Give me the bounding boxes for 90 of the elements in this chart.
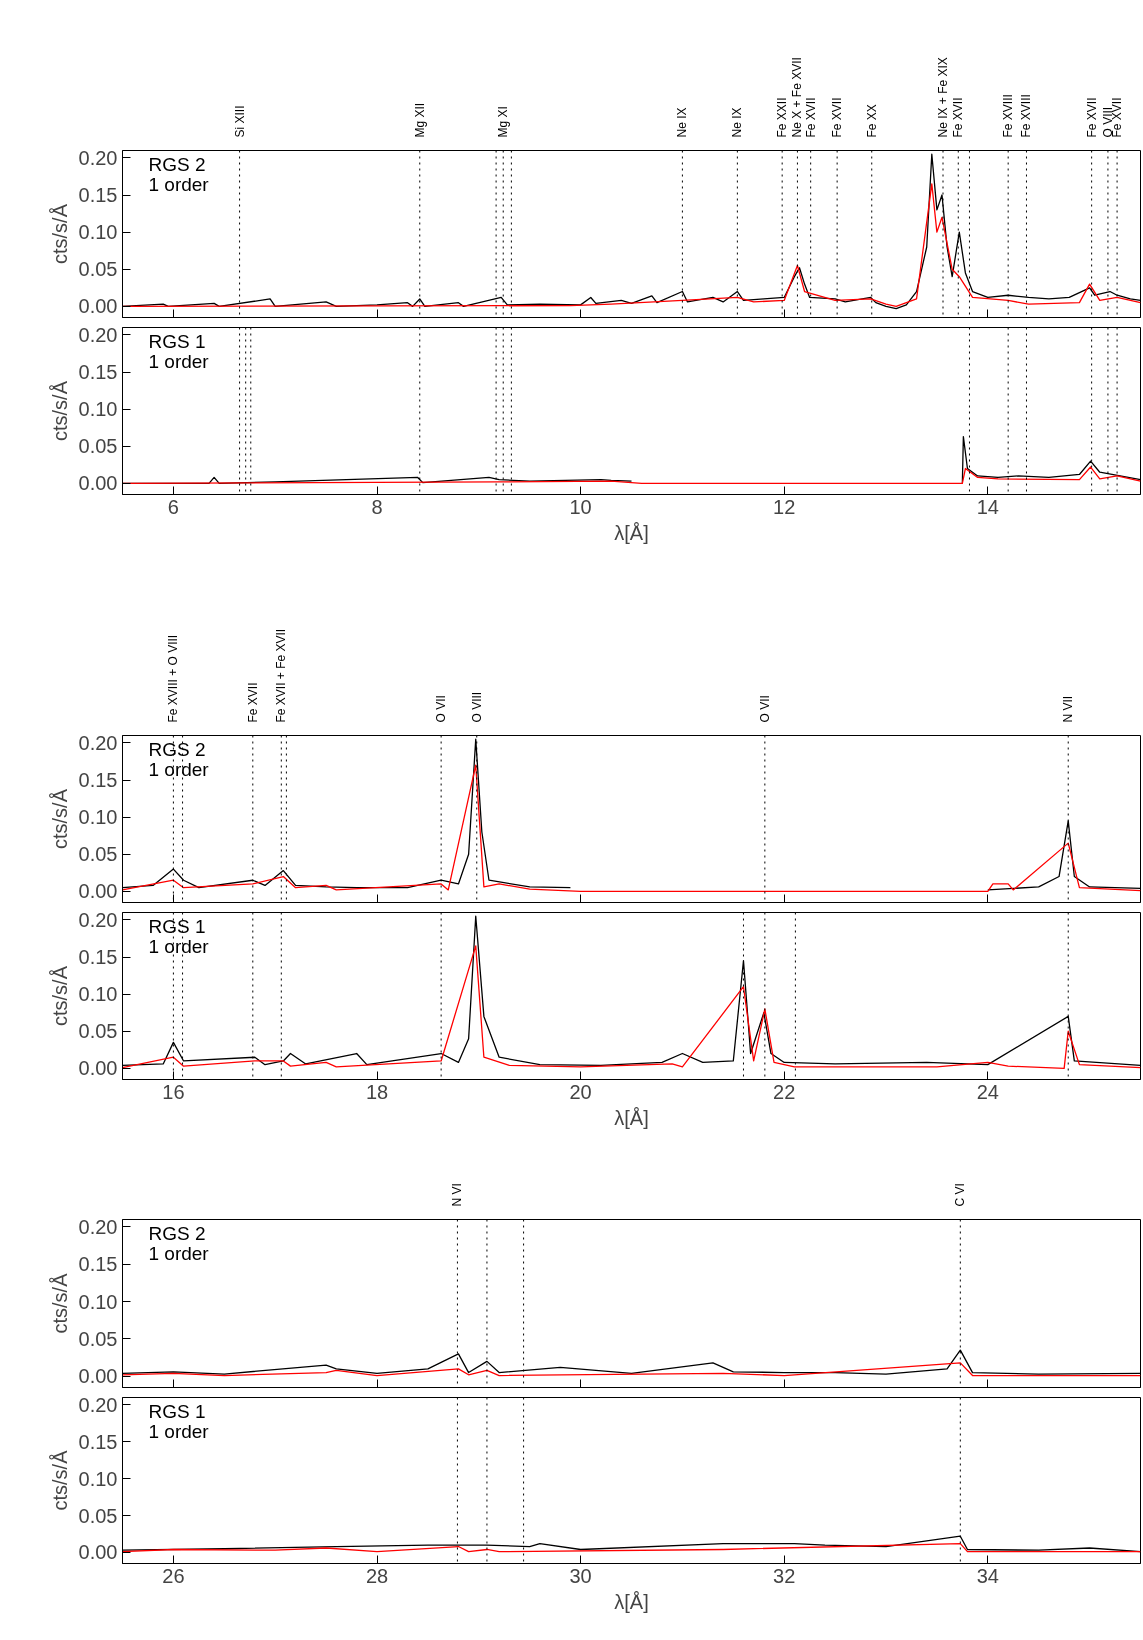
- y-tick-label: 0.15: [78, 361, 118, 384]
- x-tick-label: 8: [371, 495, 383, 518]
- ref-line-label: C VI: [953, 1183, 968, 1207]
- y-axis-title: cts/s/Å: [48, 1272, 71, 1334]
- y-tick-label: 0.10: [78, 983, 118, 1006]
- y-tick-label: 0.10: [78, 221, 118, 244]
- y-tick-label: 0.05: [78, 843, 118, 866]
- y-tick-label: 0.15: [78, 1430, 118, 1453]
- y-tick-label: 0.00: [78, 472, 118, 495]
- y-tick-label: 0.20: [78, 731, 118, 754]
- ref-line-label: Fe XX: [864, 104, 879, 138]
- y-tick-label: 0.20: [78, 908, 118, 931]
- x-tick-label: 22: [773, 1080, 796, 1103]
- ref-line-label: Fe XVIII + O VIII: [166, 634, 181, 723]
- y-tick-label: 0.10: [78, 806, 118, 829]
- ref-line-label: Ne IX: [675, 107, 690, 138]
- x-axis-title: λ[Å]: [614, 1590, 649, 1613]
- annotation: RGS 2: [148, 1222, 206, 1244]
- x-tick-label: 32: [773, 1564, 796, 1587]
- x-tick-label: 6: [167, 495, 179, 518]
- ref-line-label: Fe XVII: [951, 97, 966, 138]
- y-axis-title: cts/s/Å: [48, 1449, 71, 1511]
- x-tick-label: 28: [365, 1564, 389, 1587]
- y-tick-label: 0.00: [78, 1541, 118, 1564]
- ref-line-label: Fe XVII: [245, 682, 260, 723]
- ref-line-label: N VI: [450, 1183, 465, 1207]
- x-axis-title: λ[Å]: [614, 1106, 649, 1129]
- annotation: 1 order: [148, 935, 210, 957]
- y-tick-label: 0.15: [78, 769, 118, 792]
- ref-line-label: Fe XVIII: [1019, 94, 1034, 138]
- y-tick-label: 0.00: [78, 880, 118, 903]
- ref-line-label: Ne X + Fe XVII: [790, 57, 805, 138]
- y-tick-label: 0.05: [78, 1020, 118, 1043]
- x-tick-label: 18: [365, 1080, 389, 1103]
- y-tick-label: 0.20: [78, 323, 118, 346]
- x-tick-label: 24: [976, 1080, 999, 1103]
- ref-line-label: Mg XI: [496, 106, 511, 138]
- annotation: 1 order: [148, 1420, 210, 1442]
- ref-line-label: O VII: [757, 695, 772, 723]
- y-axis-title: cts/s/Å: [48, 380, 71, 441]
- ref-line-label: Fe XVII + Fe XVII: [274, 628, 289, 723]
- x-axis-title: λ[Å]: [614, 521, 649, 544]
- ref-line-label: Mg XII: [412, 102, 427, 138]
- annotation: RGS 2: [148, 738, 206, 760]
- x-tick-label: 26: [162, 1564, 185, 1587]
- y-tick-label: 0.20: [78, 1215, 118, 1238]
- annotation: 1 order: [148, 350, 210, 372]
- ref-line-label: Ne IX: [730, 107, 745, 138]
- y-tick-label: 0.10: [78, 1290, 118, 1313]
- y-axis-title: cts/s/Å: [48, 788, 71, 849]
- y-tick-label: 0.20: [78, 1393, 118, 1416]
- annotation: RGS 2: [148, 153, 206, 175]
- y-tick-label: 0.05: [78, 1327, 118, 1350]
- ref-line-label: Fe XVII: [803, 97, 818, 138]
- y-tick-label: 0.20: [78, 146, 118, 169]
- y-tick-label: 0.15: [78, 184, 118, 207]
- ref-line-label: O VII: [434, 695, 449, 723]
- annotation: RGS 1: [148, 1400, 206, 1422]
- ref-line-label: Si XIII: [232, 105, 247, 138]
- y-tick-label: 0.00: [78, 1057, 118, 1080]
- y-tick-label: 0.15: [78, 1253, 118, 1276]
- ref-line-label: Ne IX + Fe XIX: [936, 57, 951, 138]
- x-tick-label: 16: [162, 1080, 185, 1103]
- x-tick-label: 12: [773, 495, 796, 518]
- ref-line-label: O VIII: [469, 691, 484, 723]
- y-tick-label: 0.00: [78, 1365, 118, 1388]
- x-tick-label: 30: [569, 1564, 592, 1587]
- x-tick-label: 34: [976, 1564, 999, 1587]
- annotation: RGS 1: [148, 330, 206, 352]
- x-tick-label: 20: [569, 1080, 592, 1103]
- ref-line-label: Fe XVII: [830, 97, 845, 138]
- y-axis-title: cts/s/Å: [48, 203, 71, 264]
- y-tick-label: 0.05: [78, 1504, 118, 1527]
- x-tick-label: 10: [569, 495, 592, 518]
- ref-line-label: Fe XVII: [1084, 97, 1099, 138]
- y-axis-title: cts/s/Å: [48, 965, 71, 1026]
- y-tick-label: 0.05: [78, 258, 118, 281]
- y-tick-label: 0.05: [78, 435, 118, 458]
- y-tick-label: 0.10: [78, 1467, 118, 1490]
- annotation: 1 order: [148, 1242, 210, 1264]
- ref-line-label: Fe XXII: [775, 97, 790, 138]
- annotation: 1 order: [148, 758, 210, 780]
- ref-line-label: Fe XVIII: [1001, 94, 1016, 138]
- annotation: 1 order: [148, 173, 210, 195]
- y-tick-label: 0.10: [78, 398, 118, 421]
- ref-line-label: N VII: [1061, 695, 1076, 723]
- y-tick-label: 0.15: [78, 946, 118, 969]
- x-tick-label: 14: [976, 495, 999, 518]
- annotation: RGS 1: [148, 915, 206, 937]
- y-tick-label: 0.00: [78, 295, 118, 318]
